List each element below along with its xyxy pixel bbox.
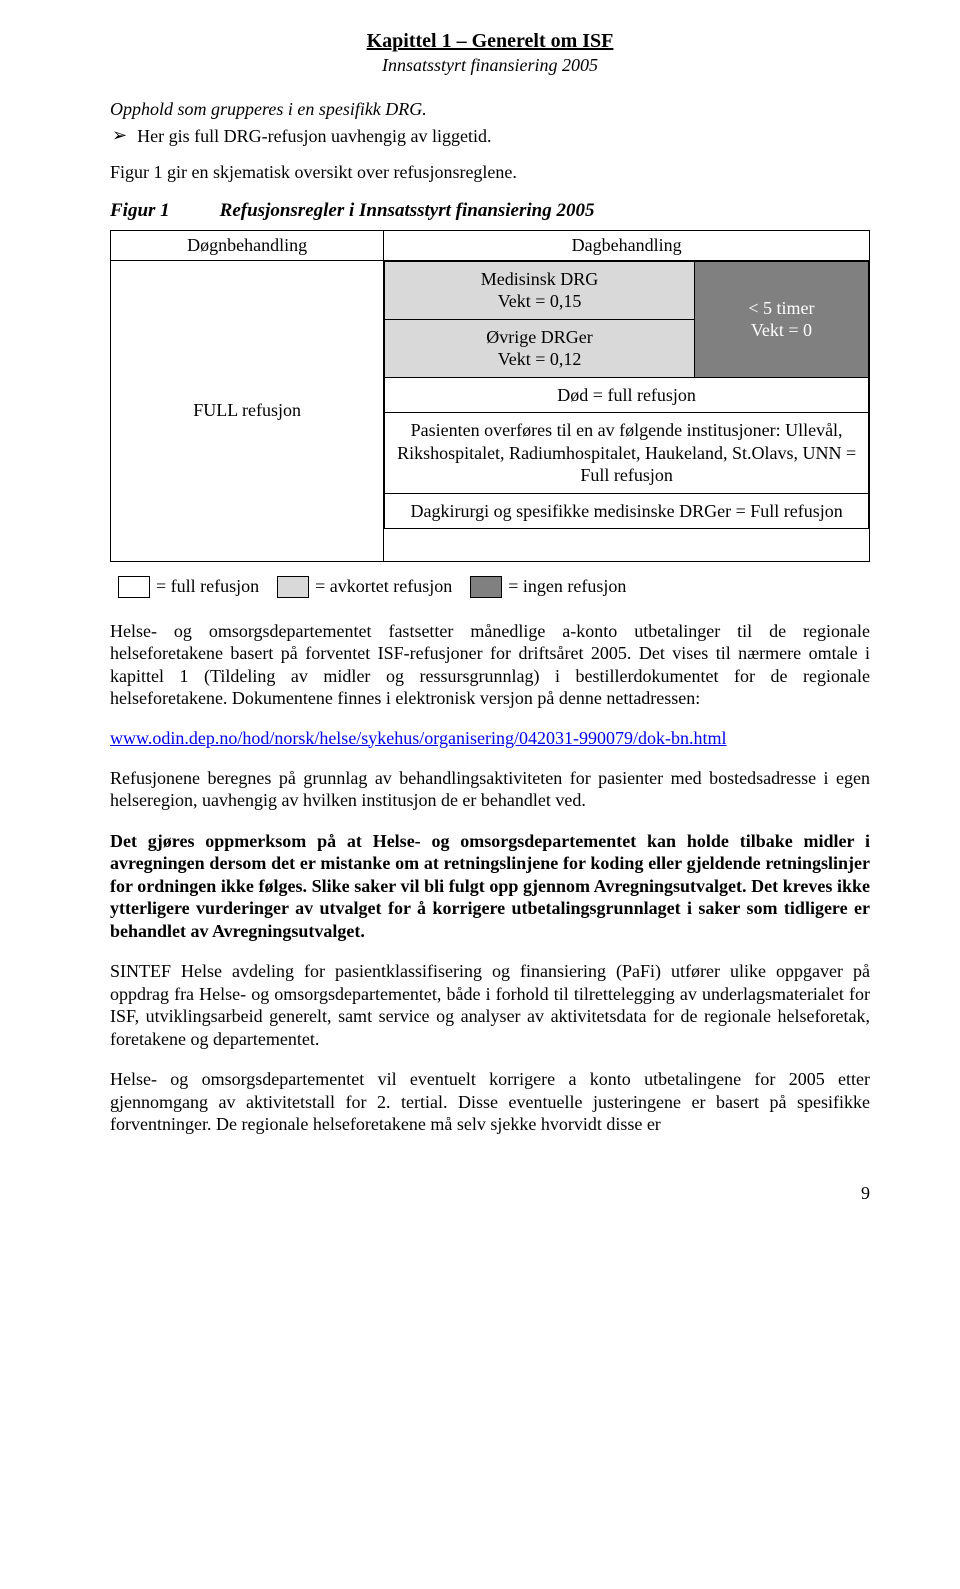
- table-row: Pasienten overføres til en av følgende i…: [385, 413, 869, 494]
- legend-avkortet-text: = avkortet refusjon: [315, 576, 452, 597]
- intro-line-1: Opphold som grupperes i en spesifikk DRG…: [110, 98, 870, 121]
- ovrige-line2: Vekt = 0,12: [498, 349, 582, 369]
- cell-death: Død = full refusjon: [385, 377, 869, 413]
- intro-bullet-text: Her gis full DRG-refusjon uavhengig av l…: [137, 125, 491, 148]
- col-header-right: Dagbehandling: [384, 230, 870, 260]
- full-refusjon-text: FULL refusjon: [111, 261, 383, 561]
- legend-full: = full refusjon: [118, 576, 259, 598]
- lt5-block: < 5 timer Vekt = 0: [695, 269, 868, 370]
- paragraph-3: Det gjøres oppmerksom på at Helse- og om…: [110, 830, 870, 943]
- daysurg-text: Dagkirurgi og spesifikke medisinske DRGe…: [385, 494, 868, 529]
- page-number: 9: [861, 1183, 870, 1204]
- cell-dagbehandling: Medisinsk DRG Vekt = 0,15 Øvrige DRGer V…: [384, 260, 870, 561]
- med-drg-line1: Medisinsk DRG: [481, 269, 599, 289]
- cell-full-refusjon: FULL refusjon: [111, 260, 384, 561]
- paragraph-1: Helse- og omsorgsdepartementet fastsette…: [110, 620, 870, 710]
- link-paragraph: www.odin.dep.no/hod/norsk/helse/sykehus/…: [110, 728, 870, 749]
- col-header-left: Døgnbehandling: [111, 230, 384, 260]
- ovrige-drg-block: Øvrige DRGer Vekt = 0,12: [385, 320, 694, 377]
- death-text: Død = full refusjon: [385, 378, 868, 413]
- legend-ingen-text: = ingen refusjon: [508, 576, 626, 597]
- swatch-dark: [470, 576, 502, 598]
- legend-avkortet: = avkortet refusjon: [277, 576, 452, 598]
- table-row: Dagkirurgi og spesifikke medisinske DRGe…: [385, 493, 869, 529]
- figure-label-row: Figur 1 Refusjonsregler i Innsatsstyrt f…: [110, 200, 870, 222]
- cell-med-drg: Medisinsk DRG Vekt = 0,15 Øvrige DRGer V…: [385, 261, 695, 377]
- figure-caption: Refusjonsregler i Innsatsstyrt finansier…: [220, 200, 595, 222]
- dagbehandling-grid: Medisinsk DRG Vekt = 0,15 Øvrige DRGer V…: [384, 261, 869, 530]
- arrow-icon: ➢: [112, 125, 127, 146]
- paragraph-2: Refusjonene beregnes på grunnlag av beha…: [110, 767, 870, 812]
- table-row: Medisinsk DRG Vekt = 0,15 Øvrige DRGer V…: [385, 261, 869, 377]
- med-drg-block: Medisinsk DRG Vekt = 0,15: [385, 262, 694, 320]
- legend: = full refusjon = avkortet refusjon = in…: [118, 576, 870, 598]
- swatch-white: [118, 576, 150, 598]
- chapter-subtitle: Innsatsstyrt finansiering 2005: [110, 55, 870, 76]
- figure-table: Døgnbehandling Dagbehandling FULL refusj…: [110, 230, 870, 562]
- cell-lt5: < 5 timer Vekt = 0: [694, 261, 868, 377]
- cell-daysurg: Dagkirurgi og spesifikke medisinske DRGe…: [385, 493, 869, 529]
- odin-link[interactable]: www.odin.dep.no/hod/norsk/helse/sykehus/…: [110, 728, 726, 748]
- transfer-text: Pasienten overføres til en av følgende i…: [385, 413, 868, 493]
- document-page: Kapittel 1 – Generelt om ISF Innsatsstyr…: [0, 0, 960, 1216]
- legend-full-text: = full refusjon: [156, 576, 259, 597]
- ovrige-line1: Øvrige DRGer: [486, 327, 592, 347]
- legend-ingen: = ingen refusjon: [470, 576, 626, 598]
- chapter-title: Kapittel 1 – Generelt om ISF: [110, 30, 870, 53]
- table-row: Død = full refusjon: [385, 377, 869, 413]
- intro-bullet: ➢ Her gis full DRG-refusjon uavhengig av…: [110, 125, 870, 148]
- intro-line-2: Figur 1 gir en skjematisk oversikt over …: [110, 161, 870, 184]
- figure-label: Figur 1: [110, 200, 170, 222]
- med-drg-line2: Vekt = 0,15: [498, 291, 582, 311]
- table-row: Døgnbehandling Dagbehandling: [111, 230, 870, 260]
- paragraph-4: SINTEF Helse avdeling for pasientklassif…: [110, 960, 870, 1050]
- swatch-light: [277, 576, 309, 598]
- cell-transfer: Pasienten overføres til en av følgende i…: [385, 413, 869, 494]
- paragraph-5: Helse- og omsorgsdepartementet vil event…: [110, 1068, 870, 1136]
- lt5-line1: < 5 timer: [748, 298, 814, 318]
- chapter-header: Kapittel 1 – Generelt om ISF Innsatsstyr…: [110, 30, 870, 76]
- lt5-line2: Vekt = 0: [751, 320, 812, 340]
- table-row: FULL refusjon Medisinsk DRG Vekt = 0,15 …: [111, 260, 870, 561]
